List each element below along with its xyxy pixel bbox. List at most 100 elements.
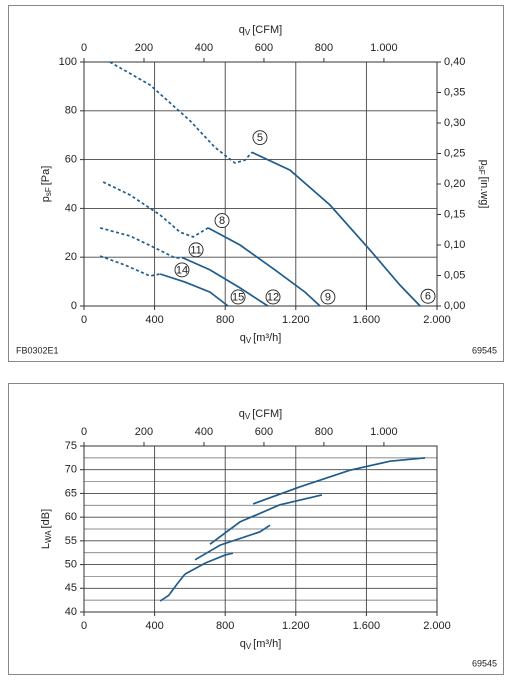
label-symbol: p xyxy=(40,196,52,202)
label-subscript: sF xyxy=(44,187,53,196)
label-symbol: q xyxy=(240,332,246,344)
x-axis-label: qV [m³/h] xyxy=(240,332,282,345)
x2-tick-label: 200 xyxy=(135,42,153,54)
y-tick-label: 45 xyxy=(65,582,77,594)
fan-curve xyxy=(182,257,269,307)
y-tick-label: 65 xyxy=(65,487,77,499)
x2-tick-label: 400 xyxy=(195,42,213,54)
label-subscript: WA xyxy=(44,530,53,543)
y2-tick-label: 0,25 xyxy=(444,147,465,159)
fan-curve xyxy=(194,524,271,561)
plot-frame xyxy=(83,61,438,307)
x-tick-label: 0 xyxy=(81,620,87,632)
y-tick-label: 100 xyxy=(59,56,77,68)
y2-tick-label: 0,35 xyxy=(444,86,465,98)
y2-tick-label: 0,10 xyxy=(444,239,465,251)
fan-curve xyxy=(251,151,421,307)
x-tick-label: 1.200 xyxy=(282,314,310,326)
x-tick-label: 800 xyxy=(216,314,234,326)
x2-tick-label: 200 xyxy=(135,426,153,438)
y-axis-label: LWA[dB] xyxy=(40,509,53,549)
x-tick-label: 2.000 xyxy=(423,314,451,326)
fan-curve xyxy=(252,457,426,505)
panel-frame xyxy=(8,383,504,675)
x2-tick-label: 0 xyxy=(81,42,87,54)
label-symbol: p xyxy=(478,160,490,166)
label-unit: [m³/h] xyxy=(253,332,281,344)
x-tick-label: 400 xyxy=(145,314,163,326)
fan-curve xyxy=(209,494,323,545)
x2-tick-label: 600 xyxy=(255,426,273,438)
fan-curve xyxy=(159,573,186,602)
curve-label: 9 xyxy=(325,291,331,303)
x-tick-label: 1.200 xyxy=(282,620,310,632)
curve-marker xyxy=(188,242,204,258)
figure-code: 69545 xyxy=(472,345,497,355)
label-symbol: q xyxy=(239,408,245,420)
x-axis-label: qV [m³/h] xyxy=(240,638,282,651)
curve-marker xyxy=(252,130,268,146)
y2-tick-label: 0,15 xyxy=(444,208,465,220)
label-subscript: V xyxy=(245,412,251,421)
fan-curve xyxy=(102,181,209,238)
plot-frame xyxy=(83,445,438,613)
label-unit: [CFM] xyxy=(252,24,282,36)
y2-tick-label: 0,05 xyxy=(444,269,465,281)
x-tick-label: 400 xyxy=(145,620,163,632)
curve-label: 5 xyxy=(257,132,263,144)
y-tick-label: 55 xyxy=(65,535,77,547)
label-unit: [dB] xyxy=(40,509,52,529)
x2-tick-label: 800 xyxy=(315,42,333,54)
label-symbol: q xyxy=(239,24,245,36)
x2-tick-label: 600 xyxy=(255,42,273,54)
y-tick-label: 80 xyxy=(65,105,77,117)
y-tick-label: 75 xyxy=(65,440,77,452)
label-symbol: q xyxy=(240,638,246,650)
label-unit: [m³/h] xyxy=(253,638,281,650)
x-tick-label: 1.600 xyxy=(353,314,381,326)
y-tick-label: 40 xyxy=(65,202,77,214)
x-tick-label: 0 xyxy=(81,314,87,326)
fan-curve xyxy=(184,552,234,575)
label-subscript: V xyxy=(246,336,252,345)
curve-label: 12 xyxy=(267,291,279,303)
x2-tick-label: 1.000 xyxy=(370,426,398,438)
y-tick-label: 60 xyxy=(65,154,77,166)
y-tick-label: 40 xyxy=(65,606,77,618)
fan-curve xyxy=(99,255,161,277)
curve-marker xyxy=(320,289,336,305)
curve-marker xyxy=(230,289,246,305)
curve-label: 14 xyxy=(176,264,188,276)
y-tick-label: 0 xyxy=(71,300,77,312)
curve-marker xyxy=(420,288,436,304)
y2-axis-label: psF [in.wg] xyxy=(477,160,490,209)
fan-curve xyxy=(99,227,183,259)
x-tick-label: 2.000 xyxy=(423,620,451,632)
y2-tick-label: 0,40 xyxy=(444,56,465,68)
x2-tick-label: 400 xyxy=(195,426,213,438)
curve-marker xyxy=(174,262,190,278)
label-subscript: V xyxy=(246,642,252,651)
curve-label: 15 xyxy=(232,291,244,303)
y-tick-label: 20 xyxy=(65,251,77,263)
curve-marker xyxy=(265,289,281,305)
y2-tick-label: 0,00 xyxy=(444,300,465,312)
curve-label: 6 xyxy=(425,291,431,303)
curve-label: 8 xyxy=(219,215,225,227)
y2-tick-label: 0,20 xyxy=(444,178,465,190)
curve-marker xyxy=(214,213,230,229)
x2-tick-label: 1.000 xyxy=(370,42,398,54)
figure-code: 69545 xyxy=(472,658,497,668)
y-tick-label: 60 xyxy=(65,511,77,523)
fan-curve xyxy=(109,61,253,164)
x2-axis-label: qV [CFM] xyxy=(239,24,282,37)
label-symbol: L xyxy=(40,543,52,549)
curve-label: 11 xyxy=(190,244,201,256)
y-tick-label: 50 xyxy=(65,558,77,570)
fan-curve xyxy=(159,273,229,307)
figure-code: FB0302E1 xyxy=(16,345,59,355)
label-unit: [CFM] xyxy=(252,408,282,420)
fan-curve xyxy=(207,227,321,307)
x2-tick-label: 0 xyxy=(81,426,87,438)
